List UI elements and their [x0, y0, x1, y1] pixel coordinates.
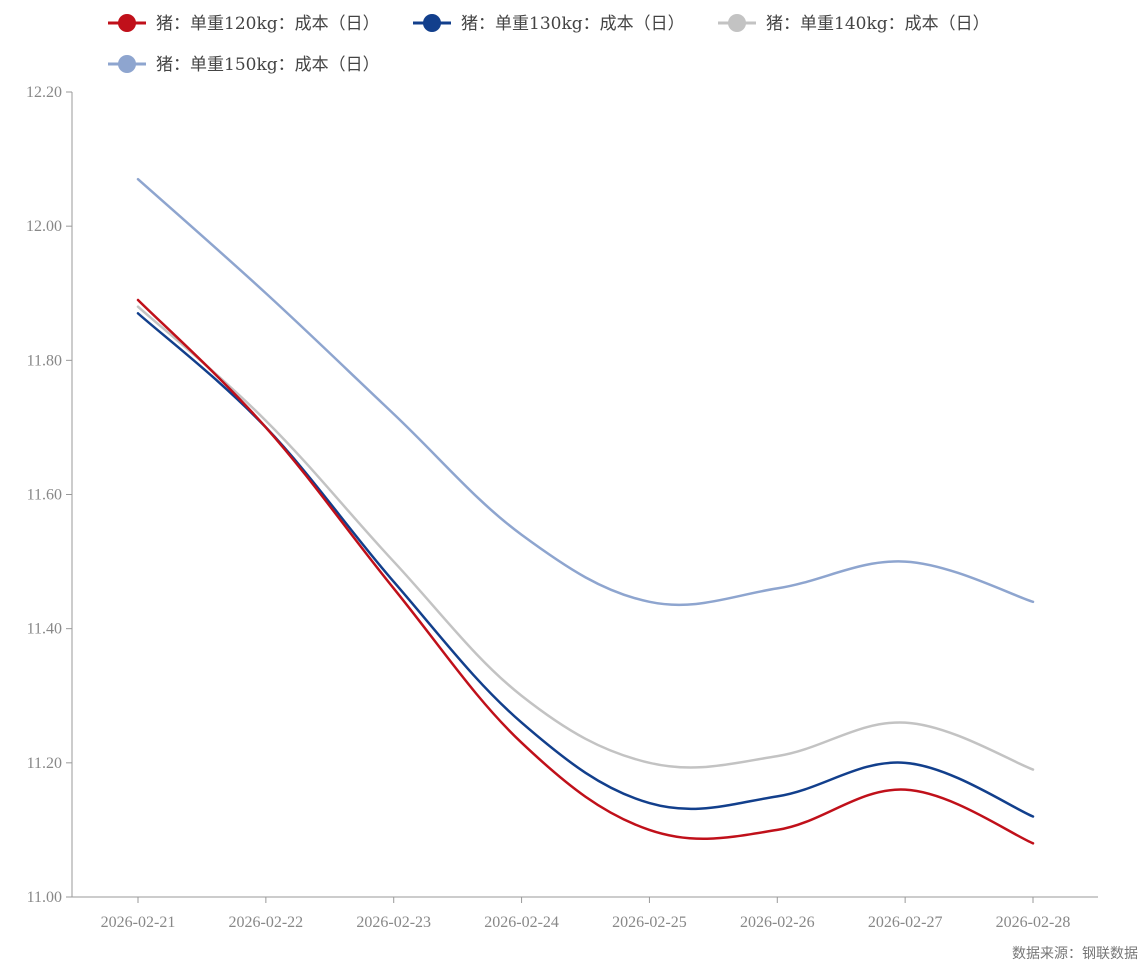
y-tick-label: 12.00 [26, 218, 62, 235]
x-tick-label: 2026-02-26 [740, 914, 815, 931]
series-line-3 [136, 305, 1035, 771]
source-note: 数据来源：钢联数据 [1012, 946, 1138, 962]
legend-swatch-marker [728, 14, 746, 32]
legend-item-3[interactable]: 猪：单重140kg：成本（日） [718, 14, 990, 34]
x-tick-label: 2026-02-27 [868, 914, 943, 931]
x-tick-label: 2026-02-21 [101, 914, 176, 931]
legend-swatch-marker [423, 14, 441, 32]
legend-label: 猪：单重140kg：成本（日） [766, 14, 990, 34]
y-tick-label: 11.80 [27, 352, 62, 369]
x-tick-label: 2026-02-25 [612, 914, 687, 931]
legend-item-4[interactable]: 猪：单重150kg：成本（日） [108, 55, 380, 75]
legend-item-2[interactable]: 猪：单重130kg：成本（日） [413, 14, 685, 34]
series-line-2 [136, 312, 1035, 818]
legend-label: 猪：单重150kg：成本（日） [156, 55, 380, 75]
legend-swatch-marker [118, 14, 136, 32]
legend-swatch-marker [118, 55, 136, 73]
x-tick-label: 2026-02-28 [996, 914, 1071, 931]
y-tick-label: 11.60 [27, 487, 62, 504]
x-tick-label: 2026-02-23 [356, 914, 431, 931]
y-tick-label: 11.00 [27, 889, 62, 906]
x-tick-label: 2026-02-24 [484, 914, 559, 931]
legend-item-1[interactable]: 猪：单重120kg：成本（日） [108, 14, 380, 34]
legend: 猪：单重120kg：成本（日） 猪：单重130kg：成本（日） 猪：单重140kg：… [108, 14, 990, 75]
x-tick-label: 2026-02-22 [229, 914, 304, 931]
y-tick-label: 12.20 [26, 84, 62, 101]
legend-label: 猪：单重120kg：成本（日） [156, 14, 380, 34]
x-axis: 2026-02-21 2026-02-22 2026-02-23 2026-02-24… [72, 896, 1098, 931]
series-line-1 [136, 298, 1035, 845]
y-tick-label: 11.40 [27, 621, 62, 638]
legend-label: 猪：单重130kg：成本（日） [461, 14, 685, 34]
series-lines [136, 177, 1035, 845]
y-axis: 11.00 11.20 11.40 11.60 11.80 12.00 12.20 [26, 84, 73, 906]
series-line-4 [136, 177, 1035, 607]
y-tick-label: 11.20 [27, 755, 62, 772]
